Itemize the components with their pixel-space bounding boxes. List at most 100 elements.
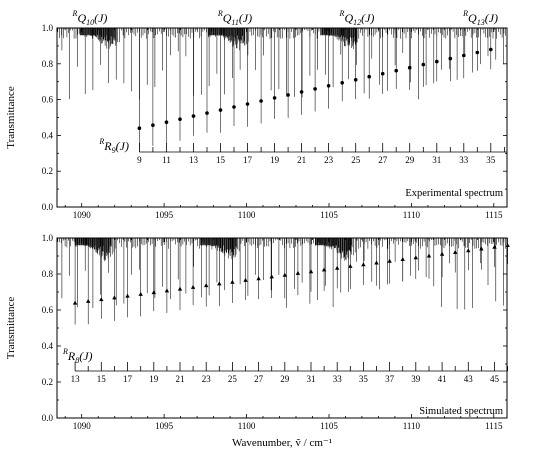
circle-marker [218,108,223,112]
simulated-panel: 13 15 17 19 21 23 25 27 29 31 33 35 37 39 41 43 45 RR8(J)… [5,233,510,449]
plot-frame [56,237,508,419]
band-label: RQ12(J) [339,9,375,27]
y-tick-label: 0.6 [42,305,54,315]
plot-frame [56,27,508,208]
triangle-marker [466,248,471,253]
assignment-label: 41 [438,374,447,384]
circle-marker [272,96,277,100]
assignment-label: 37 [385,374,395,384]
triangle-marker [204,283,209,288]
circle-marker [178,117,182,121]
triangle-marker [505,243,510,247]
band-label-main: Q [77,11,86,25]
circle-marker [299,90,304,94]
assignment-label: 33 [459,155,469,165]
triangle-marker [164,288,170,293]
band-label-post: (J) [239,11,252,25]
spectrum-trace [57,238,508,325]
x-tick-label: 1090 [73,421,92,431]
circle-marker [421,62,426,67]
x-tick-label: 1095 [155,210,174,220]
triangle-marker [177,286,183,291]
y-tick-label: 0.4 [42,341,54,351]
assignment-label: 15 [97,374,107,384]
y-tick-label: 0.8 [42,59,54,69]
triangle-marker [217,281,222,286]
series-label-main: R [103,139,112,153]
band-label-post: (J) [94,11,107,25]
triangle-marker [86,298,91,303]
triangle-marker [282,272,287,277]
assignment-label: 33 [333,374,343,384]
circle-marker [407,65,412,70]
assignment-label: 35 [486,155,496,165]
y-tick-label: 0.6 [42,95,54,105]
triangle-marker [426,253,432,258]
circle-marker [448,56,453,61]
experimental-panel: 9 11 13 15 17 19 21 23 25 27 29 31 33 35RR9(J)RQ10(J)… [5,9,508,220]
assignment-label: 11 [162,155,171,165]
assignment-label: 19 [149,374,159,384]
assignment-label: 27 [378,155,388,165]
x-axis [64,238,495,418]
series-label-post: (J) [116,139,129,153]
assignment-label: 35 [359,374,369,384]
band-label: RQ13(J) [462,9,498,27]
series-label: RR8(J) [62,347,93,365]
triangle-marker [112,295,117,300]
assignment-label: 21 [176,374,185,384]
circle-marker [380,71,385,76]
y-tick-label: 0.2 [42,166,53,176]
circle-marker [232,105,236,109]
circle-marker [191,114,196,118]
circle-marker [394,68,399,73]
triangle-marker [256,276,261,281]
assignment-label: 19 [270,155,280,165]
x-tick-label: 1105 [320,421,338,431]
circle-marker [367,74,372,79]
band-label-main: Q [344,11,353,25]
assignment-label: 23 [202,374,212,384]
assignment-label: 45 [490,374,500,384]
circle-marker [340,81,345,85]
x-axis-title: Wavenumber, ṽ / cm⁻¹ [232,437,332,449]
triangle-marker [400,257,405,261]
band-label-pre: R [339,9,345,18]
x-tick-label: 1100 [238,210,256,220]
y-tick-label: 0.0 [42,413,54,423]
triangle-marker [321,267,327,272]
assignment-label: 9 [137,155,142,165]
y-axis [57,237,507,419]
x-tick-label: 1110 [403,210,421,220]
y-axis-title: Transmittance [5,86,17,149]
band-label-main: Q [468,11,477,25]
x-tick-label: 1110 [403,421,421,431]
assignment-label: 31 [432,155,441,165]
spectrum-label: Experimental spectrum [405,188,503,199]
assignment-label: 25 [228,374,238,384]
assignment-comb [74,362,509,372]
assignment-label: 23 [324,155,334,165]
triangle-marker [99,297,104,302]
marker-series [137,47,493,130]
assignment-label: 39 [411,374,421,384]
assignment-label: 13 [189,155,199,165]
triangle-marker [348,263,353,268]
assignment-label: 17 [123,374,133,384]
band-label-pre: R [462,9,468,18]
circle-marker [205,111,209,115]
band-label-pre: R [217,9,223,18]
band-label: RQ10(J) [72,9,108,27]
triangle-marker [295,270,301,275]
triangle-marker [335,265,340,270]
circle-marker [259,99,263,103]
circle-marker [137,126,142,130]
circle-marker [164,120,169,124]
spectrum-label: Simulated spectrum [419,406,503,417]
triangle-marker [72,300,78,305]
triangle-marker [479,246,484,251]
triangle-marker [138,291,143,296]
band-label-sub: 10 [86,18,94,27]
triangle-marker [361,262,366,267]
x-tick-label: 1105 [320,210,338,220]
